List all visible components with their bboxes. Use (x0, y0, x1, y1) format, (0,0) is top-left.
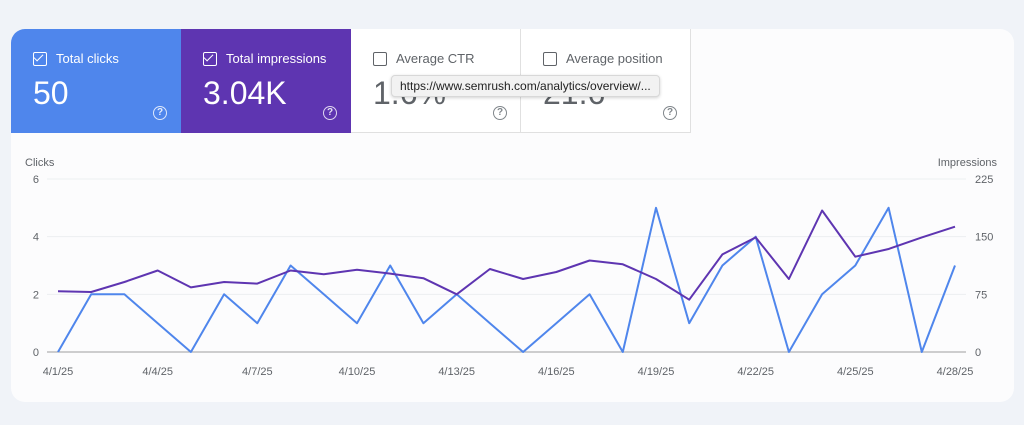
left-tick-label: 2 (33, 289, 39, 301)
x-tick-label: 4/22/25 (737, 366, 774, 378)
right-axis-label: Impressions (938, 157, 998, 169)
average-position-label: Average position (566, 51, 663, 66)
total-impressions-tile[interactable]: Total impressions 3.04K ? (181, 29, 351, 133)
x-tick-label: 4/4/25 (142, 366, 173, 378)
average-ctr-checkbox[interactable] (373, 51, 387, 66)
x-tick-label: 4/19/25 (638, 366, 675, 378)
average-position-checkbox[interactable] (543, 51, 557, 66)
help-icon[interactable]: ? (323, 106, 337, 120)
total-impressions-value: 3.04K (203, 75, 287, 111)
x-tick-label: 4/1/25 (43, 366, 74, 378)
total-clicks-header: Total clicks (33, 51, 119, 66)
url-tooltip: https://www.semrush.com/analytics/overvi… (391, 75, 660, 97)
performance-card: Total clicks 50 ? Total impressions 3.04… (11, 29, 1014, 402)
left-tick-label: 6 (33, 174, 39, 186)
impressions-series-line (57, 209, 956, 301)
right-tick-label: 0 (975, 347, 981, 359)
x-tick-label: 4/28/25 (937, 366, 974, 378)
total-clicks-checkbox[interactable] (33, 51, 47, 66)
average-ctr-header: Average CTR (373, 51, 475, 66)
total-impressions-header: Total impressions (203, 51, 326, 66)
total-clicks-tile[interactable]: Total clicks 50 ? (11, 29, 181, 133)
help-icon[interactable]: ? (663, 106, 677, 120)
right-tick-label: 225 (975, 174, 993, 186)
x-tick-label: 4/7/25 (242, 366, 273, 378)
average-position-header: Average position (543, 51, 663, 66)
checkmark-icon (33, 51, 44, 61)
left-tick-label: 0 (33, 347, 39, 359)
x-tick-label: 4/16/25 (538, 366, 575, 378)
help-icon[interactable]: ? (493, 106, 507, 120)
left-tick-label: 4 (33, 232, 39, 244)
checkmark-icon (203, 51, 214, 61)
total-clicks-label: Total clicks (56, 51, 119, 66)
right-tick-label: 75 (975, 289, 987, 301)
average-ctr-label: Average CTR (396, 51, 475, 66)
total-impressions-checkbox[interactable] (203, 51, 217, 66)
total-impressions-label: Total impressions (226, 51, 327, 66)
right-tick-label: 150 (975, 232, 993, 244)
left-axis-label: Clicks (25, 157, 55, 169)
x-tick-label: 4/25/25 (837, 366, 874, 378)
total-clicks-value: 50 (33, 75, 69, 111)
clicks-series-line (57, 206, 956, 353)
x-tick-label: 4/13/25 (438, 366, 475, 378)
help-icon[interactable]: ? (153, 106, 167, 120)
x-tick-label: 4/10/25 (339, 366, 376, 378)
